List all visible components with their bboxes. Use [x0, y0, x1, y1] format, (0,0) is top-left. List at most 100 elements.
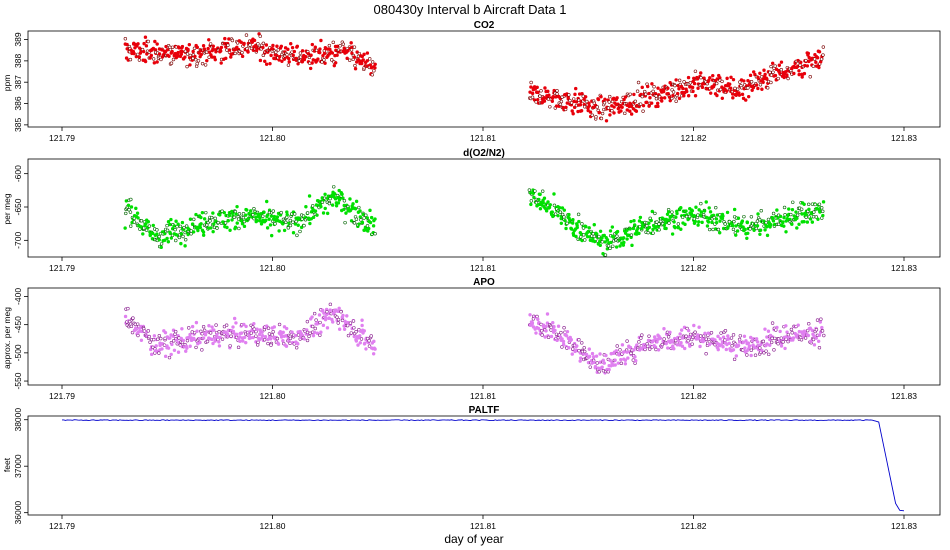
co2-point: [186, 47, 190, 52]
co2-point: [690, 85, 695, 90]
apo-point: [679, 328, 684, 332]
co2-point: [696, 86, 700, 90]
apo-point: [588, 365, 592, 369]
o2n2-point: [357, 205, 361, 210]
co2-point: [165, 48, 170, 52]
o2n2-point: [745, 220, 750, 225]
o2n2-point: [611, 235, 616, 239]
o2n2-point: [351, 202, 355, 206]
panel-title-paltf: PALTF: [469, 405, 500, 416]
o2n2-point: [349, 219, 354, 223]
apo-point: [578, 359, 582, 363]
apo-point: [254, 334, 258, 338]
apo-point: [820, 329, 825, 333]
co2-point: [275, 44, 279, 48]
co2-point: [191, 49, 195, 54]
o2n2-point: [784, 230, 788, 234]
co2-point: [752, 70, 756, 74]
co2-point: [310, 42, 315, 47]
apo-point: [672, 347, 676, 351]
co2-point: [538, 94, 542, 98]
apo-point: [373, 347, 377, 351]
apo-point: [296, 342, 300, 346]
line-paltf: [61, 419, 905, 512]
points-apo: [123, 302, 826, 375]
o2n2-point: [307, 194, 312, 198]
x-tick-label-co2-2: 121.81: [470, 133, 496, 143]
apo-point: [759, 342, 763, 347]
o2n2-point: [723, 222, 727, 226]
o2n2-point: [357, 222, 361, 226]
apo-point: [215, 332, 219, 337]
o2n2-point: [129, 197, 133, 202]
apo-point: [293, 333, 298, 338]
apo-point: [267, 332, 272, 336]
apo-point: [803, 336, 808, 340]
o2n2-point: [358, 215, 363, 219]
apo-point: [758, 346, 762, 350]
apo-point: [781, 340, 785, 344]
apo-point: [653, 337, 657, 341]
o2n2-point: [580, 238, 584, 243]
apo-point: [749, 348, 753, 352]
co2-point: [227, 37, 231, 41]
o2n2-point: [614, 245, 619, 249]
o2n2-point: [637, 219, 642, 223]
co2-point: [807, 55, 811, 60]
co2-point: [606, 106, 611, 110]
apo-point: [277, 322, 282, 327]
o2n2-point: [731, 227, 736, 232]
o2n2-point: [242, 224, 247, 229]
o2n2-point: [592, 223, 596, 227]
co2-point: [188, 63, 192, 67]
o2n2-point: [577, 219, 581, 224]
o2n2-point: [628, 227, 632, 231]
co2-point: [729, 75, 733, 79]
o2n2-point: [587, 226, 591, 230]
co2-point: [542, 99, 547, 103]
apo-point: [582, 346, 586, 350]
apo-point: [166, 346, 171, 350]
apo-point: [570, 352, 574, 356]
apo-point: [723, 338, 727, 342]
apo-point: [635, 343, 639, 347]
apo-point: [701, 334, 706, 338]
apo-point: [530, 322, 534, 326]
x-tick-label-o2n2-0: 121.79: [49, 263, 75, 273]
co2-point: [762, 68, 766, 72]
o2n2-point: [234, 212, 238, 216]
co2-point: [699, 71, 703, 75]
apo-point: [716, 334, 720, 339]
o2n2-point: [631, 226, 636, 231]
co2-point: [578, 103, 583, 107]
co2-point: [761, 80, 765, 85]
o2n2-point: [550, 210, 554, 214]
apo-point: [790, 331, 794, 335]
co2-point: [569, 101, 574, 105]
o2n2-point: [708, 210, 713, 214]
o2n2-point: [725, 210, 730, 215]
o2n2-point: [265, 199, 269, 204]
apo-point: [190, 324, 195, 329]
apo-point: [688, 332, 693, 337]
apo-point: [288, 336, 293, 341]
apo-point: [252, 327, 256, 331]
co2-point: [811, 64, 816, 68]
apo-point: [678, 336, 682, 340]
o2n2-point: [194, 212, 198, 217]
co2-point: [763, 72, 767, 77]
apo-point: [783, 346, 787, 351]
co2-point: [332, 63, 336, 68]
apo-point: [359, 337, 364, 341]
apo-point: [544, 324, 548, 329]
o2n2-point: [790, 222, 794, 226]
o2n2-point: [311, 215, 316, 220]
apo-point: [560, 345, 564, 349]
apo-point: [185, 338, 190, 343]
o2n2-point: [717, 231, 722, 235]
apo-point: [760, 348, 764, 353]
o2n2-point: [743, 227, 747, 232]
co2-point: [235, 41, 240, 45]
co2-point: [155, 60, 159, 64]
apo-point: [587, 347, 591, 351]
